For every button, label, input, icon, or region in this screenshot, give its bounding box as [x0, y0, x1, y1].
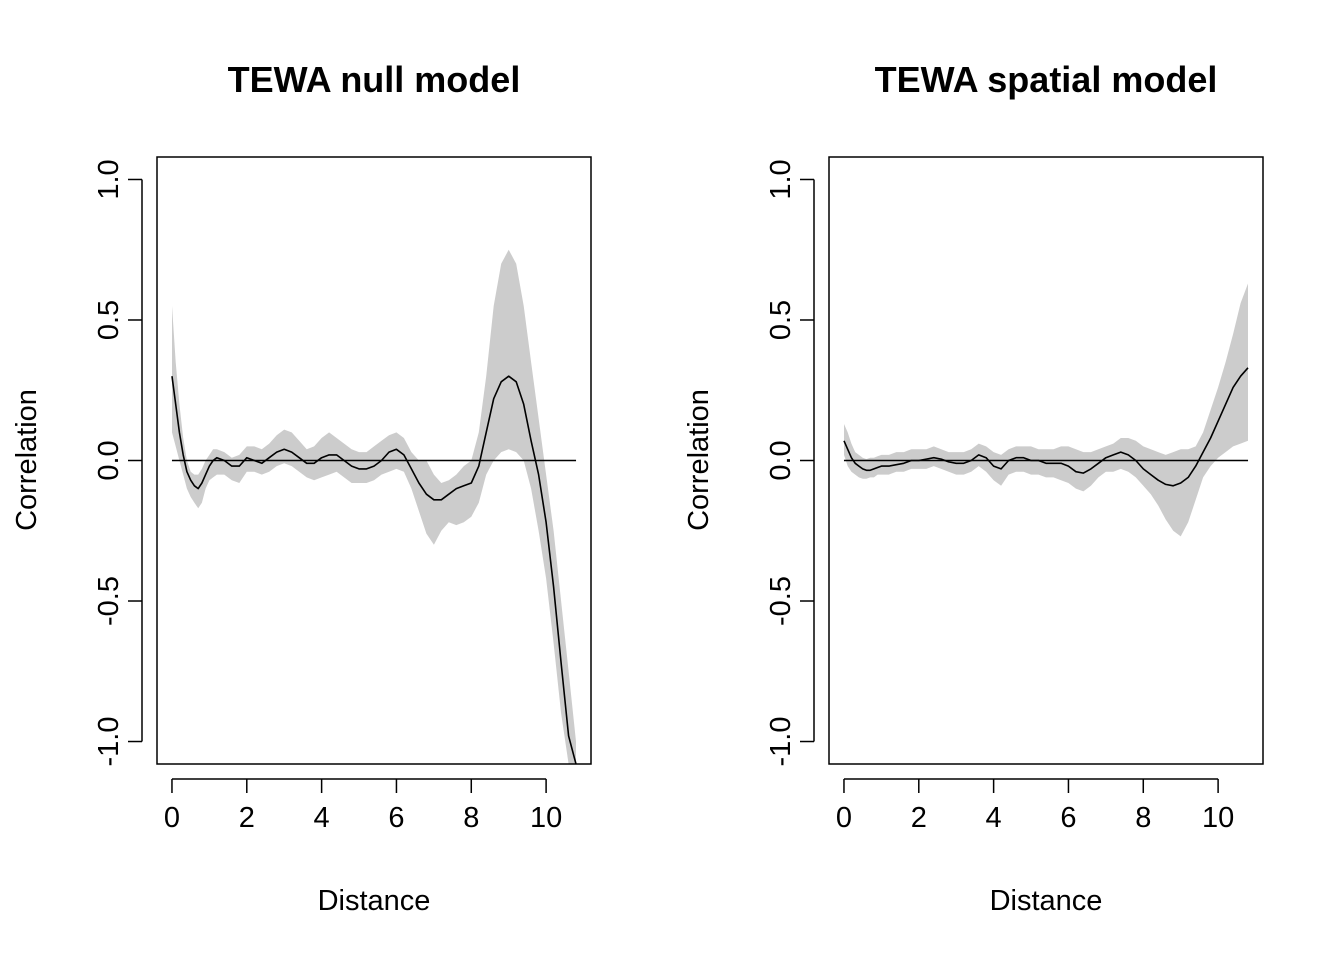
- y-tick-label: -1.0: [93, 717, 125, 767]
- x-tick-label: 2: [239, 802, 255, 834]
- x-tick-label: 4: [314, 802, 330, 834]
- x-axis-label: Distance: [990, 885, 1103, 917]
- panel-tewa-spatial: TEWA spatial model 0 2 4 6 8 10 -1.0 -0.5 0.0 0.…: [683, 59, 1264, 917]
- chart-title: TEWA null model: [228, 59, 521, 100]
- x-tick-label: 0: [836, 802, 852, 834]
- y-tick-label: 0.0: [765, 440, 797, 480]
- x-tick-label: 0: [164, 802, 180, 834]
- y-tick-label: -0.5: [93, 576, 125, 626]
- y-tick-label: 1.0: [765, 159, 797, 199]
- correlation-line: [843, 367, 1249, 487]
- confidence-band: [172, 249, 576, 764]
- x-tick-label: 2: [911, 802, 927, 834]
- y-tick-label: 0.0: [93, 440, 125, 480]
- x-tick-label: 8: [463, 802, 479, 834]
- plot-frame: [156, 156, 592, 765]
- x-tick-label: 4: [986, 802, 1002, 834]
- y-tick-label: 0.5: [93, 300, 125, 340]
- y-tick-label: -0.5: [765, 576, 797, 626]
- x-tick-label: 6: [388, 802, 404, 834]
- y-axis-label: Correlation: [11, 389, 43, 531]
- x-tick-label: 8: [1135, 802, 1151, 834]
- plot-frame: [828, 156, 1264, 765]
- panel-tewa-null: TEWA null model 0 2 4 6 8 10 -1.0 -0.5 0.0 0.5 1.…: [11, 59, 592, 917]
- x-tick-label: 10: [1202, 802, 1234, 834]
- chart-title: TEWA spatial model: [875, 59, 1218, 100]
- confidence-band: [844, 283, 1248, 537]
- y-tick-label: -1.0: [765, 717, 797, 767]
- x-tick-label: 6: [1060, 802, 1076, 834]
- y-axis-label: Correlation: [683, 389, 715, 531]
- y-tick-label: 1.0: [93, 159, 125, 199]
- x-tick-label: 10: [530, 802, 562, 834]
- x-axis-label: Distance: [318, 885, 431, 917]
- y-tick-label: 0.5: [765, 300, 797, 340]
- correlation-line: [171, 375, 577, 764]
